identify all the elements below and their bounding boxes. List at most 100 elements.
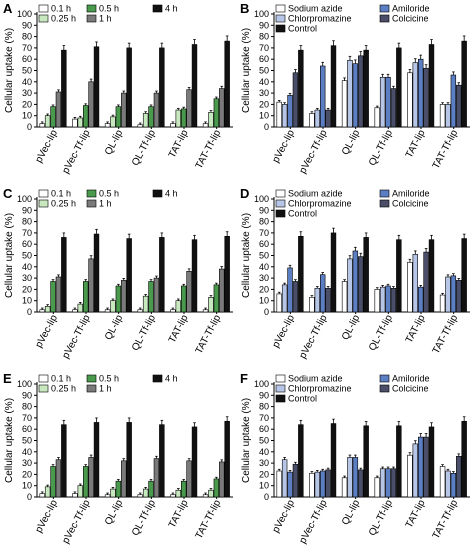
x-category-label: TAT-Tf-lip — [431, 498, 461, 541]
bar — [115, 480, 122, 498]
legend-label: 0.1 h — [51, 189, 71, 199]
x-category-label: QL-lip — [340, 313, 362, 342]
y-axis-label: Cellular uptake (%) — [4, 28, 15, 113]
bar — [121, 92, 127, 128]
bar — [396, 239, 402, 313]
x-category-label: TAT-Tf-lip — [431, 128, 461, 171]
y-tick-label: 70 — [259, 413, 269, 423]
bar — [83, 466, 89, 498]
y-tick-label: 70 — [22, 413, 32, 423]
legend-label: 0.5 h — [99, 189, 119, 199]
bar — [93, 422, 100, 498]
y-tick-label: 40 — [259, 447, 269, 457]
legend-label: Amiloride — [392, 4, 430, 14]
bar — [396, 47, 402, 128]
bar — [330, 232, 337, 313]
legend-label: 0.25 h — [51, 199, 76, 209]
bar — [309, 113, 315, 128]
bar — [390, 468, 397, 498]
x-category-label: pVec-lip — [271, 313, 298, 350]
bar — [121, 280, 127, 313]
bar — [428, 44, 435, 128]
bar — [88, 81, 94, 128]
bar — [61, 49, 67, 128]
legend-swatch — [379, 374, 390, 383]
legend: 0.1 h0.25 h 0.5 h1 h 4 h — [38, 374, 178, 394]
legend-swatch — [275, 14, 286, 23]
bar — [363, 425, 369, 498]
y-tick-label: 30 — [259, 88, 269, 98]
bar — [439, 294, 446, 313]
x-category-label: QL-lip — [340, 498, 362, 527]
bar — [287, 95, 293, 128]
bar — [445, 276, 451, 313]
bar — [287, 471, 293, 498]
y-tick-label: 80 — [259, 217, 269, 227]
y-tick-label: 40 — [22, 262, 32, 272]
bar — [423, 436, 429, 498]
x-category-label: QL-Tf-lip — [130, 313, 158, 353]
y-tick-label: 50 — [259, 436, 269, 446]
y-tick-label: 20 — [22, 99, 32, 109]
bar — [110, 300, 116, 313]
legend-swatch — [38, 374, 49, 383]
legend-swatch — [38, 189, 49, 198]
bar — [347, 258, 353, 313]
bar — [347, 60, 353, 128]
bar — [153, 92, 160, 128]
y-tick-label: 80 — [22, 402, 32, 412]
legend-swatch — [152, 374, 163, 383]
bar — [314, 287, 320, 313]
bar — [374, 289, 380, 313]
bar — [385, 468, 391, 498]
bar — [72, 118, 78, 128]
bar — [213, 478, 220, 498]
bar — [202, 309, 209, 313]
y-tick-label: 100 — [17, 379, 32, 389]
bar — [276, 470, 282, 498]
x-category-label: QL-Tf-lip — [130, 498, 158, 538]
bar — [213, 284, 220, 313]
bar — [456, 84, 462, 128]
bar — [83, 281, 89, 313]
bar — [186, 89, 192, 128]
bar — [83, 105, 89, 128]
bar — [142, 113, 149, 128]
bar — [445, 470, 451, 498]
y-tick-label: 0 — [27, 122, 32, 132]
bar — [142, 488, 149, 498]
y-tick-label: 0 — [27, 492, 32, 502]
y-tick-label: 30 — [22, 458, 32, 468]
bar — [298, 49, 304, 128]
x-category-label: pVec-lip — [271, 128, 298, 165]
y-tick-label: 20 — [259, 99, 269, 109]
bar — [224, 420, 230, 498]
x-category-label: pVec-Tf-lip — [297, 498, 329, 546]
legend-label: 4 h — [165, 4, 178, 14]
bar — [72, 309, 78, 313]
legend-swatch — [86, 4, 97, 13]
y-tick-label: 90 — [259, 205, 269, 215]
bar — [358, 469, 364, 498]
legend-label: Colcicine — [392, 199, 429, 209]
bar — [219, 268, 225, 313]
legend-label: Sodium azide — [288, 189, 343, 199]
y-tick-label: 80 — [22, 217, 32, 227]
bar — [148, 106, 154, 128]
y-tick-label: 90 — [22, 390, 32, 400]
y-tick-label: 40 — [259, 77, 269, 87]
bar — [208, 297, 214, 313]
legend-label: 1 h — [99, 384, 112, 394]
bar — [77, 303, 84, 313]
y-tick-label: 60 — [22, 54, 32, 64]
bar — [104, 494, 111, 498]
legend-label: Amiloride — [392, 189, 430, 199]
legend-label: 1 h — [99, 199, 112, 209]
bar — [281, 284, 288, 313]
bar — [93, 46, 100, 128]
bar — [44, 486, 51, 498]
bar — [314, 109, 320, 128]
legend-swatch — [86, 374, 97, 383]
x-category-label: TAT-lip — [167, 498, 191, 530]
